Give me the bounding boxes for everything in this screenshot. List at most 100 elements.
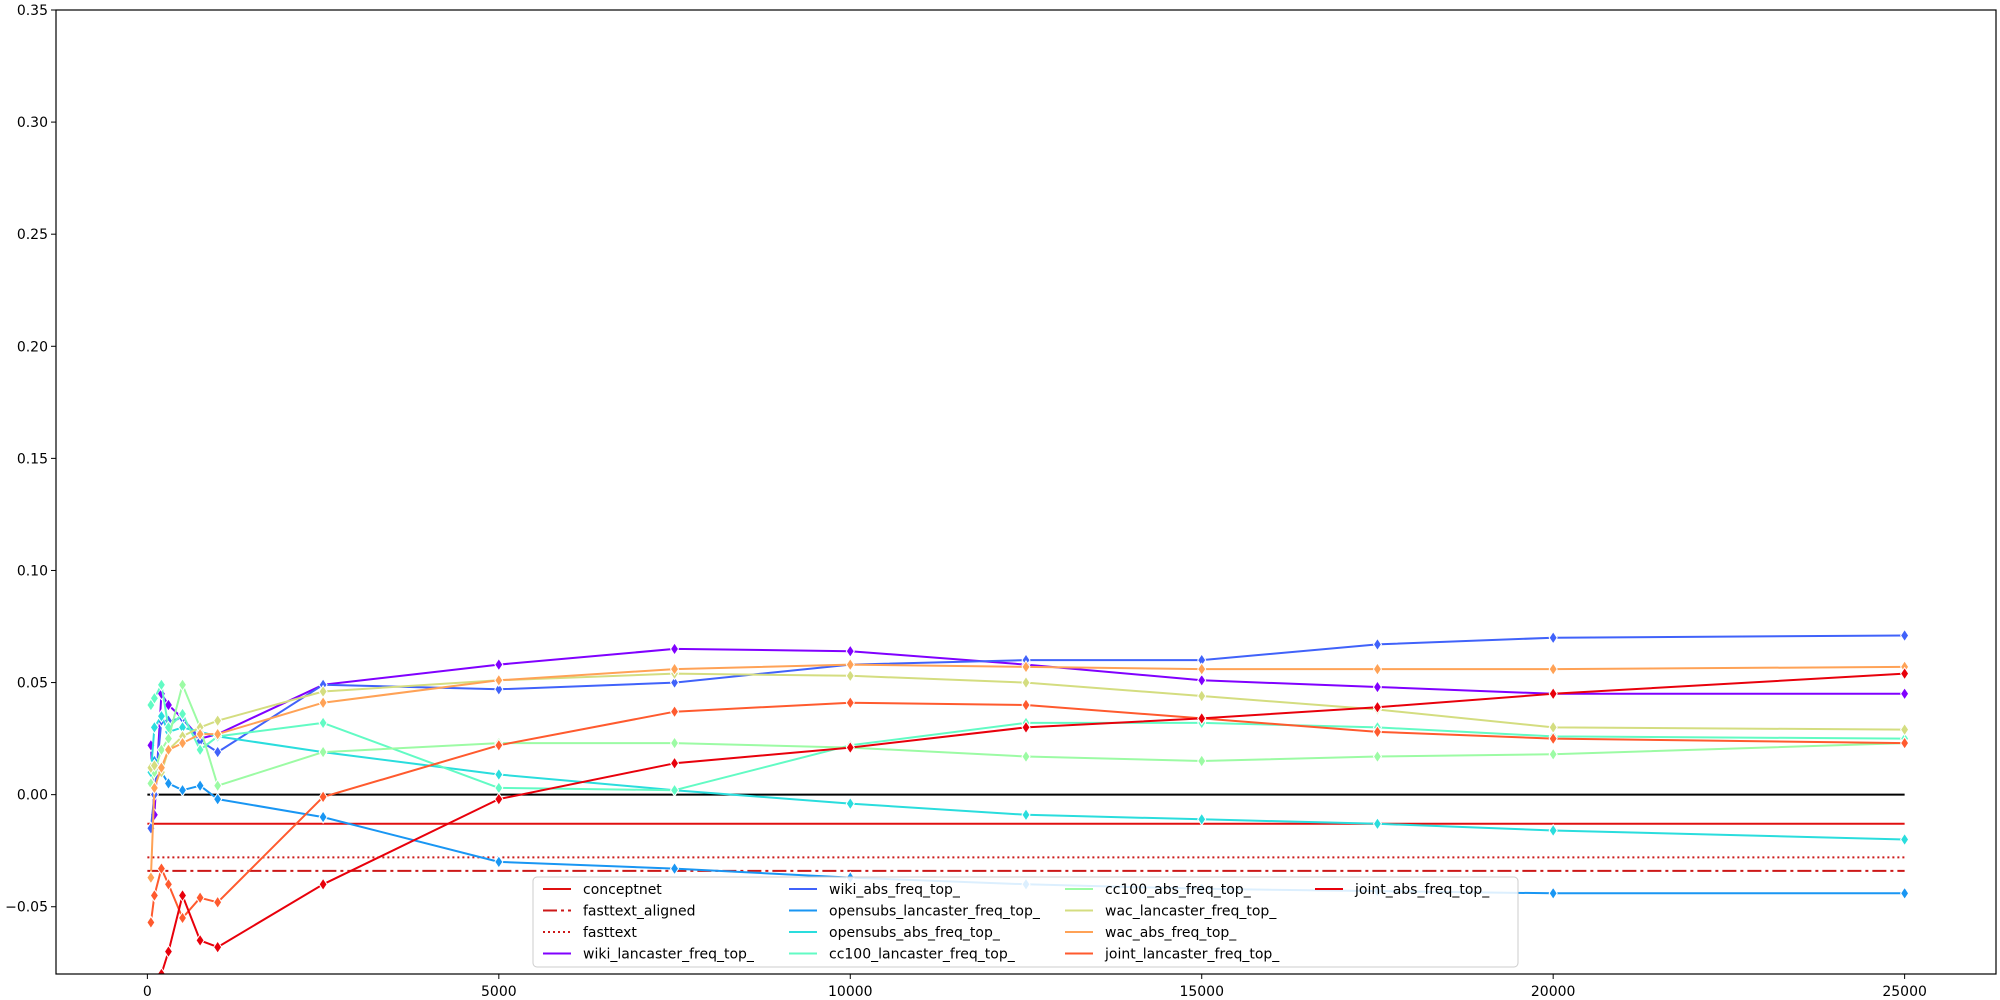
data-point: [1021, 720, 1031, 735]
data-point: [195, 727, 205, 742]
data-point: [149, 720, 160, 735]
data-point: [669, 642, 680, 656]
series-line-cc100_abs_freq_top_: [149, 683, 1905, 787]
data-point: [149, 781, 160, 795]
data-point: [177, 783, 188, 798]
data-point: [163, 776, 174, 791]
legend-label: cc100_lancaster_freq_top_: [829, 947, 1016, 963]
data-point: [669, 861, 680, 876]
y-tick-label: 0.25: [17, 227, 48, 243]
data-point: [845, 695, 855, 710]
series-line-opensubs_abs_freq_top_: [149, 715, 1905, 841]
data-point: [494, 767, 504, 782]
data-point: [845, 668, 855, 683]
data-point: [1372, 662, 1383, 677]
y-tick-label: 0.20: [17, 339, 48, 355]
data-point: [318, 789, 328, 804]
data-point: [1900, 628, 1910, 643]
data-point: [1900, 736, 1910, 750]
baselines: [147, 793, 1905, 872]
legend-label: cc100_abs_freq_top_: [1105, 882, 1252, 898]
legend-label: joint_abs_freq_top_: [1354, 882, 1490, 898]
data-point: [1548, 686, 1558, 701]
data-point: [669, 704, 680, 719]
data-point: [213, 792, 223, 807]
y-tick-label: 0.15: [17, 451, 48, 467]
data-point: [163, 742, 174, 757]
data-point: [845, 644, 855, 659]
y-tick-label: 0.05: [17, 676, 48, 692]
data-point: [195, 890, 205, 905]
legend-label: joint_lancaster_freq_top_: [1104, 947, 1280, 963]
data-point: [1900, 722, 1910, 737]
plot-frame: [55, 9, 1997, 975]
data-point: [213, 745, 223, 759]
data-point: [146, 870, 156, 885]
data-point: [494, 682, 504, 697]
data-point: [1021, 807, 1031, 822]
data-point: [149, 691, 160, 706]
data-point: [1197, 689, 1207, 703]
data-point: [494, 673, 504, 688]
legend-label: fasttext_aligned: [583, 904, 696, 920]
data-point: [1900, 686, 1910, 701]
data-point: [669, 756, 680, 771]
legend-label: opensubs_abs_freq_top_: [829, 925, 1001, 941]
data-point: [177, 888, 188, 903]
data-point: [669, 675, 680, 690]
legend-box: [532, 876, 1519, 968]
data-point: [1900, 886, 1910, 901]
data-point: [146, 915, 156, 930]
data-point: [1021, 698, 1031, 712]
data-point: [213, 727, 223, 742]
x-tick-label: 0: [143, 984, 152, 1000]
data-point: [1372, 700, 1383, 715]
data-point: [494, 792, 504, 807]
data-point: [1372, 816, 1383, 831]
data-point: [177, 707, 188, 721]
data-point: [1197, 754, 1207, 768]
data-point: [163, 944, 174, 959]
data-point: [1900, 832, 1910, 847]
data-point: [156, 709, 167, 724]
legend-label: conceptnet: [583, 882, 662, 898]
y-tick-label: 0.30: [17, 115, 48, 131]
x-tick-label: 5000: [481, 984, 517, 1000]
data-point: [845, 740, 855, 755]
data-point: [213, 778, 223, 793]
data-point: [1197, 711, 1207, 726]
data-point: [1021, 749, 1031, 764]
legend-label: wac_abs_freq_top_: [1105, 925, 1237, 941]
data-point: [669, 736, 680, 750]
data-point: [494, 657, 504, 672]
data-point: [1900, 666, 1910, 681]
data-point: [494, 738, 504, 753]
data-point: [1372, 724, 1383, 739]
x-tick-label: 20000: [1531, 984, 1576, 1000]
y-tick-label: 0.10: [17, 563, 48, 579]
data-point: [1548, 731, 1558, 746]
data-point: [213, 940, 223, 954]
data-point: [156, 861, 167, 876]
data-point: [177, 677, 188, 692]
y-tick-label: 0.35: [17, 3, 48, 19]
plot-background: [56, 10, 1996, 974]
data-point: [845, 657, 855, 672]
legend-label: wiki_abs_freq_top_: [829, 882, 961, 898]
x-tick-label: 25000: [1882, 984, 1927, 1000]
data-point: [1372, 749, 1383, 764]
data-point: [149, 758, 160, 773]
legend-label: opensubs_lancaster_freq_top_: [829, 904, 1041, 920]
data-point: [1021, 659, 1031, 674]
series-line-wac_abs_freq_top_: [149, 663, 1905, 878]
series-line-wiki_lancaster_freq_top_: [149, 647, 1905, 816]
x-tick-label: 15000: [1179, 984, 1224, 1000]
data-point: [1197, 812, 1207, 827]
data-point: [318, 810, 328, 824]
data-point: [318, 695, 328, 710]
legend-label: wac_lancaster_freq_top_: [1105, 904, 1277, 920]
data-point: [845, 796, 855, 811]
data-point: [669, 783, 680, 798]
data-point: [163, 698, 174, 712]
